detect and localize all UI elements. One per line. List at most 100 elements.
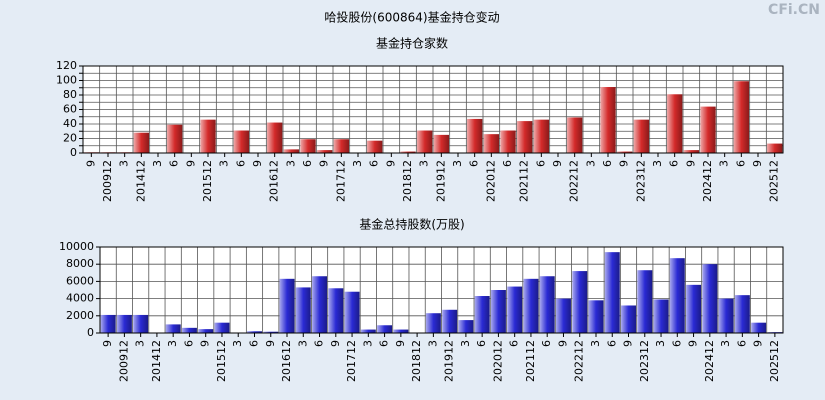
x-tick-label: 202012 [484, 160, 497, 202]
x-tick-label: 3 [589, 340, 602, 347]
bar [367, 140, 383, 153]
x-tick-label: 3 [651, 160, 664, 167]
bar [483, 134, 499, 153]
bar [555, 298, 571, 333]
bar [604, 252, 620, 333]
bar [617, 151, 633, 153]
x-tick-label: 202212 [573, 340, 586, 382]
x-tick-label: 6 [508, 340, 521, 347]
bar [490, 290, 506, 333]
bar [300, 139, 316, 153]
bar [767, 143, 783, 153]
x-tick-label: 202512 [768, 160, 781, 202]
x-tick-label: 202412 [703, 340, 716, 382]
bar [133, 314, 149, 333]
x-tick-label: 201412 [150, 340, 163, 382]
bar [233, 130, 249, 153]
x-tick-label: 201912 [434, 160, 447, 202]
x-tick-label: 201512 [215, 340, 228, 382]
x-tick-label: 202212 [568, 160, 581, 202]
x-tick-label: 3 [418, 160, 431, 167]
bar [200, 119, 216, 153]
x-tick-label: 201412 [134, 160, 147, 202]
x-tick-label: 6 [501, 160, 514, 167]
x-tick-label: 6 [668, 160, 681, 167]
x-tick-label: 202012 [491, 340, 504, 382]
bar [116, 314, 132, 333]
x-tick-label: 9 [752, 340, 765, 347]
bar [669, 258, 685, 333]
bar [333, 139, 349, 153]
x-tick-label: 3 [218, 160, 231, 167]
x-tick-label: 6 [735, 340, 748, 347]
x-tick-label: 202312 [634, 160, 647, 202]
x-tick-label: 201512 [201, 160, 214, 202]
bar [198, 329, 214, 333]
x-tick-label: 202512 [768, 340, 781, 382]
x-tick-label: 6 [605, 340, 618, 347]
bar [393, 329, 409, 333]
x-tick-label: 9 [329, 340, 342, 347]
x-tick-label: 9 [251, 160, 264, 167]
x-tick-label: 9 [199, 340, 212, 347]
bar [295, 287, 311, 333]
x-tick-label: 9 [101, 340, 114, 347]
bar [686, 284, 702, 333]
x-tick-label: 6 [234, 160, 247, 167]
x-tick-label: 3 [718, 160, 731, 167]
y-tick-label: 10000 [59, 240, 94, 253]
x-tick-label: 6 [734, 160, 747, 167]
x-tick-label: 3 [118, 160, 131, 167]
x-tick-label: 9 [264, 340, 277, 347]
bar [400, 151, 416, 153]
bar [167, 124, 183, 153]
bar [433, 134, 449, 153]
bar [247, 331, 262, 333]
bar [181, 327, 197, 333]
bar [467, 118, 483, 153]
bar [267, 122, 283, 153]
y-tick-label: 60 [63, 103, 77, 116]
bar [263, 331, 279, 333]
bar [683, 150, 699, 153]
x-tick-label: 9 [394, 340, 407, 347]
bar [633, 119, 649, 153]
bar [718, 298, 734, 333]
x-tick-label: 9 [556, 340, 569, 347]
x-tick-label: 200912 [117, 340, 130, 382]
bar [328, 288, 344, 333]
x-tick-label: 201912 [443, 340, 456, 382]
bar [588, 300, 604, 333]
bar [539, 276, 555, 333]
bar [474, 296, 490, 333]
chart-title: 基金持仓家数 [376, 36, 448, 51]
x-tick-label: 201612 [268, 160, 281, 202]
x-tick-label: 3 [351, 160, 364, 167]
y-tick-label: 0 [70, 146, 77, 159]
x-tick-label: 201612 [280, 340, 293, 382]
x-tick-label: 9 [618, 160, 631, 167]
bar [653, 299, 669, 333]
bar [417, 130, 433, 153]
x-tick-label: 6 [468, 160, 481, 167]
x-tick-label: 200912 [101, 160, 114, 202]
page-title: 哈投股份(600864)基金持仓变动 [324, 10, 499, 25]
x-tick-label: 6 [540, 340, 553, 347]
bar [312, 276, 328, 333]
bar [751, 322, 767, 333]
x-tick-label: 202112 [518, 160, 531, 202]
bar [360, 329, 376, 333]
x-tick-label: 9 [622, 340, 635, 347]
x-tick-label: 6 [670, 340, 683, 347]
bar [517, 121, 533, 153]
y-tick-label: 20 [63, 132, 77, 145]
x-tick-label: 9 [551, 160, 564, 167]
bar [507, 286, 523, 333]
x-tick-label: 3 [719, 340, 732, 347]
x-tick-label: 9 [318, 160, 331, 167]
x-tick-label: 3 [361, 340, 374, 347]
bar [442, 309, 458, 333]
x-tick-label: 202412 [701, 160, 714, 202]
x-tick-label: 202112 [524, 340, 537, 382]
x-tick-label: 6 [534, 160, 547, 167]
